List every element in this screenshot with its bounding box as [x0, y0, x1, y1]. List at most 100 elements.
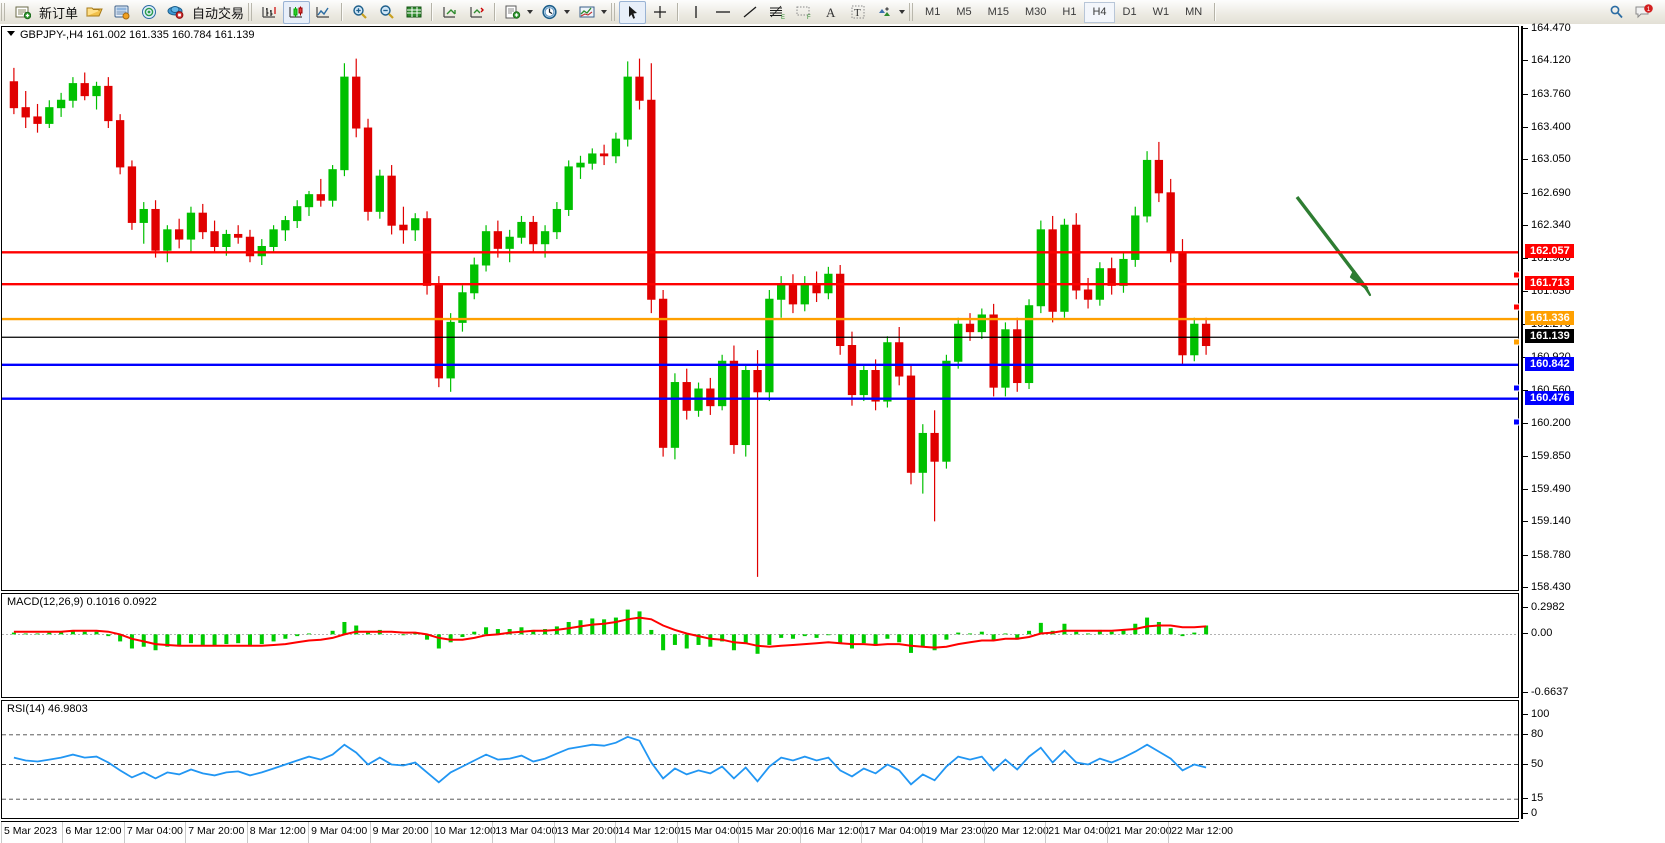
price-level-label-pivot[interactable]: 161.336	[1525, 311, 1574, 326]
time-axis-label: 7 Mar 20:00	[188, 825, 245, 837]
period-dropdown-caret[interactable]	[564, 10, 571, 14]
level-handle-support-1[interactable]	[1513, 384, 1520, 392]
timeframe-h4[interactable]: H4	[1084, 1, 1115, 23]
autotrading-icon[interactable]	[162, 1, 189, 24]
price-tick	[1523, 455, 1528, 457]
time-separator	[369, 822, 371, 843]
folder-icon[interactable]	[81, 1, 108, 24]
time-separator	[62, 822, 64, 843]
toolbar-grip-4[interactable]	[909, 3, 916, 21]
timeframe-mn[interactable]: MN	[1185, 5, 1203, 18]
data-window-icon[interactable]	[400, 1, 427, 24]
level-handle-resistance-1[interactable]	[1513, 303, 1520, 311]
time-separator	[1106, 822, 1108, 843]
collapse-triangle-icon[interactable]	[7, 31, 15, 36]
timeframe-h1[interactable]: H1	[1062, 5, 1077, 18]
crosshair-icon[interactable]	[646, 1, 673, 24]
time-axis-label: 14 Mar 12:00	[618, 825, 681, 837]
main-toolbar: 新订单 自动交易	[0, 0, 1665, 25]
time-separator	[492, 822, 494, 843]
clock-icon[interactable]	[536, 1, 563, 24]
toolbar-grip[interactable]	[1, 3, 7, 21]
time-separator	[1045, 822, 1047, 843]
timeframe-m5[interactable]: M5	[956, 5, 972, 18]
cursor-icon[interactable]	[619, 0, 647, 24]
timeframe-w1[interactable]: W1	[1152, 5, 1170, 18]
price-tick	[1523, 587, 1528, 588]
price-level-label-resistance-2[interactable]: 162.057	[1525, 244, 1574, 259]
fibonacci-icon[interactable]: E	[763, 1, 790, 24]
hline-icon[interactable]	[709, 1, 736, 24]
bar-chart-icon[interactable]	[256, 1, 283, 24]
trendline-icon[interactable]	[736, 1, 763, 24]
price-tick	[1523, 127, 1528, 129]
macd-plot	[2, 609, 1518, 654]
line-chart-icon[interactable]	[310, 1, 337, 24]
svg-text:E: E	[781, 15, 785, 20]
template-dropdown-caret[interactable]	[527, 10, 534, 14]
timeframe-d1[interactable]: D1	[1122, 5, 1137, 18]
auto-scroll-icon[interactable]	[463, 1, 490, 24]
macd-header: MACD(12,26,9) 0.1016 0.0922	[7, 596, 157, 608]
time-separator	[922, 822, 924, 843]
svg-text:T: T	[854, 7, 861, 19]
time-axis-label: 13 Mar 04:00	[495, 825, 558, 837]
price-tick-label: 158.780	[1531, 548, 1571, 561]
price-tick-label: 164.120	[1531, 54, 1571, 67]
level-handle-resistance-2[interactable]	[1513, 271, 1520, 279]
time-axis-label: 19 Mar 23:00	[925, 825, 988, 837]
price-level-label-current-price[interactable]: 161.139	[1525, 329, 1574, 344]
macd-pane[interactable]: MACD(12,26,9) 0.1016 0.0922	[1, 593, 1519, 698]
level-handle-support-2[interactable]	[1513, 418, 1520, 426]
new-order-icon[interactable]	[9, 1, 36, 24]
zoom-out-icon[interactable]	[373, 1, 400, 24]
chart-shift-icon[interactable]	[436, 1, 463, 24]
macd-tick-label: 0.2982	[1531, 601, 1565, 613]
level-handle-pivot[interactable]	[1513, 338, 1520, 346]
toolbar-grip-3[interactable]	[611, 3, 618, 21]
timeframe-m1[interactable]: M1	[925, 5, 941, 18]
timeframe-m30[interactable]: M30	[1025, 5, 1047, 18]
price-level-label-support-2[interactable]: 160.476	[1525, 390, 1574, 405]
new-order-label[interactable]: 新订单	[39, 5, 79, 21]
zoom-in-icon[interactable]	[346, 1, 373, 24]
objects-icon[interactable]	[871, 1, 898, 24]
price-pane[interactable]: GBPJPY-,H4 161.002 161.335 160.784 161.1…	[1, 26, 1519, 591]
notification-icon[interactable]: 1	[1630, 1, 1657, 24]
indicators-icon[interactable]	[573, 1, 600, 24]
indicators-dropdown-caret[interactable]	[601, 10, 608, 14]
time-axis-label: 5 Mar 2023	[4, 825, 58, 837]
toolbar-grip-2[interactable]	[248, 3, 255, 21]
template-icon[interactable]	[499, 1, 526, 24]
text-icon[interactable]: A	[817, 1, 844, 24]
objects-dropdown-caret[interactable]	[899, 10, 906, 14]
macd-tick-label: -0.6637	[1531, 686, 1569, 698]
rsi-tick-label: 100	[1531, 708, 1550, 720]
timeframe-m15[interactable]: M15	[987, 5, 1009, 18]
price-tick-label: 160.200	[1531, 417, 1571, 430]
price-level-label-resistance-1[interactable]: 161.713	[1525, 276, 1574, 291]
rsi-tick-label: 15	[1531, 792, 1544, 805]
equidistant-channel-icon[interactable]: F	[790, 1, 817, 24]
autotrading-label[interactable]: 自动交易	[192, 5, 245, 21]
time-axis-label: 16 Mar 12:00	[802, 825, 865, 837]
time-axis-label: 20 Mar 12:00	[986, 825, 1049, 837]
chart-area[interactable]: GBPJPY-,H4 161.002 161.335 160.784 161.1…	[0, 22, 1665, 843]
price-tick	[1523, 192, 1528, 194]
symbol-header: GBPJPY-,H4 161.002 161.335 160.784 161.1…	[20, 29, 255, 41]
price-level-label-support-1[interactable]: 160.842	[1525, 356, 1574, 371]
macd-tick	[1523, 692, 1528, 693]
rsi-pane[interactable]: RSI(14) 46.9803	[1, 700, 1519, 819]
price-tick-label: 162.690	[1531, 186, 1571, 199]
rsi-tick	[1523, 733, 1528, 735]
search-icon[interactable]	[1603, 1, 1630, 24]
text-label-icon[interactable]: T	[844, 1, 871, 24]
market-watch-icon[interactable]	[108, 1, 135, 24]
navigator-icon[interactable]	[135, 1, 162, 24]
rsi-tick-label: 0	[1531, 807, 1538, 819]
candlestick-chart-icon[interactable]	[283, 0, 311, 24]
vline-icon[interactable]	[682, 1, 709, 24]
time-axis-label: 9 Mar 04:00	[311, 825, 368, 837]
price-tick	[1523, 521, 1528, 523]
price-scale[interactable]: 164.470 164.120 163.760 163.400 163.050 162.6…	[1521, 22, 1663, 819]
